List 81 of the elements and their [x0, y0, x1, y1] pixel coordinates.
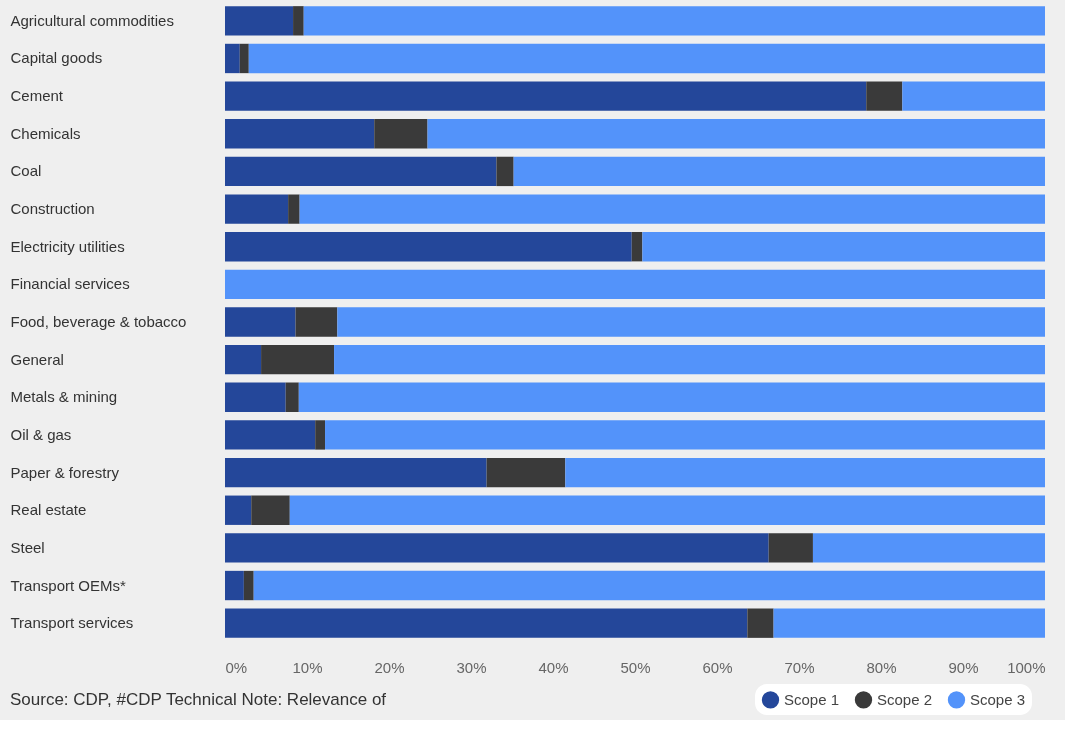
- y-tick-label: Food, beverage & tobacco: [10, 313, 187, 330]
- bar: [251, 495, 290, 525]
- bar: [225, 495, 252, 525]
- bar: [225, 6, 294, 36]
- bar: [631, 232, 643, 262]
- y-tick-label: Oil & gas: [10, 425, 72, 443]
- bar: [298, 382, 1045, 412]
- bar: [496, 156, 514, 187]
- bar: [289, 495, 1045, 525]
- y-tick-label: Capital goods: [10, 49, 103, 67]
- bar: [866, 81, 903, 111]
- bar: [303, 6, 1045, 36]
- bar: [243, 570, 254, 601]
- bar: [225, 533, 769, 563]
- bar: [427, 119, 1045, 149]
- bar: [225, 344, 262, 375]
- bar: [773, 608, 1045, 638]
- bar: [374, 119, 428, 149]
- bar: [293, 6, 304, 36]
- bar: [812, 533, 1045, 563]
- bar: [642, 232, 1045, 262]
- y-tick-label: Agricultural commodities: [10, 11, 174, 29]
- bar: [239, 43, 249, 74]
- bar: [225, 194, 289, 224]
- x-tick-label: 80%: [866, 658, 897, 676]
- x-tick-label: 70%: [784, 658, 815, 676]
- bar: [225, 156, 497, 187]
- bar: [513, 156, 1045, 187]
- legend-label: Scope 1: [784, 690, 840, 708]
- bar: [295, 307, 338, 337]
- bar: [225, 608, 748, 638]
- y-tick-label: Transport OEMs*: [10, 576, 126, 594]
- bar: [225, 382, 286, 412]
- bar: [325, 420, 1045, 450]
- y-tick-label: Construction: [10, 200, 95, 218]
- bar: [315, 420, 326, 450]
- legend-label: Scope 2: [877, 690, 933, 708]
- bar: [565, 457, 1045, 488]
- x-tick-label: 50%: [620, 658, 651, 676]
- bar: [225, 420, 316, 450]
- bar: [225, 307, 296, 337]
- bar: [253, 570, 1045, 601]
- y-tick-label: Real estate: [10, 501, 87, 519]
- y-tick-label: Chemicals: [10, 124, 81, 142]
- y-tick-label: Electricity utilities: [10, 237, 125, 255]
- x-tick-label: 0%: [225, 658, 248, 676]
- bar: [225, 269, 1045, 300]
- x-tick-label: 20%: [374, 658, 405, 676]
- bar: [902, 81, 1045, 111]
- y-tick-label: Metals & mining: [10, 388, 118, 406]
- x-tick-label: 40%: [538, 658, 569, 676]
- x-tick-label: 30%: [456, 658, 487, 676]
- y-tick-label: Coal: [10, 162, 42, 180]
- y-tick-label: Steel: [10, 538, 45, 556]
- bar: [225, 457, 487, 488]
- bar: [747, 608, 774, 638]
- bar: [337, 307, 1045, 337]
- x-tick-label: 90%: [948, 658, 979, 676]
- y-tick-label: Transport services: [10, 614, 134, 632]
- y-tick-label: General: [10, 350, 64, 368]
- bar: [285, 382, 299, 412]
- x-tick-label: 10%: [292, 658, 323, 676]
- bar: [225, 81, 867, 111]
- y-tick-label: Cement: [10, 87, 64, 105]
- bar: [261, 344, 335, 375]
- bar: [225, 43, 240, 74]
- bar: [334, 344, 1045, 375]
- bar: [288, 194, 300, 224]
- legend-label: Scope 3: [970, 690, 1026, 708]
- bar: [486, 457, 566, 488]
- bar: [248, 43, 1045, 74]
- y-tick-label: Paper & forestry: [10, 463, 120, 481]
- bar: [768, 533, 813, 563]
- source-note: Source: CDP, #CDP Technical Note: Relevance of: [10, 690, 387, 709]
- y-tick-label: Financial services: [10, 275, 130, 293]
- bar: [299, 194, 1045, 224]
- bar: [225, 232, 632, 262]
- bar: [225, 119, 375, 149]
- bar: [225, 570, 244, 601]
- x-tick-label: 60%: [702, 658, 733, 676]
- x-tick-label: 100%: [1007, 658, 1046, 676]
